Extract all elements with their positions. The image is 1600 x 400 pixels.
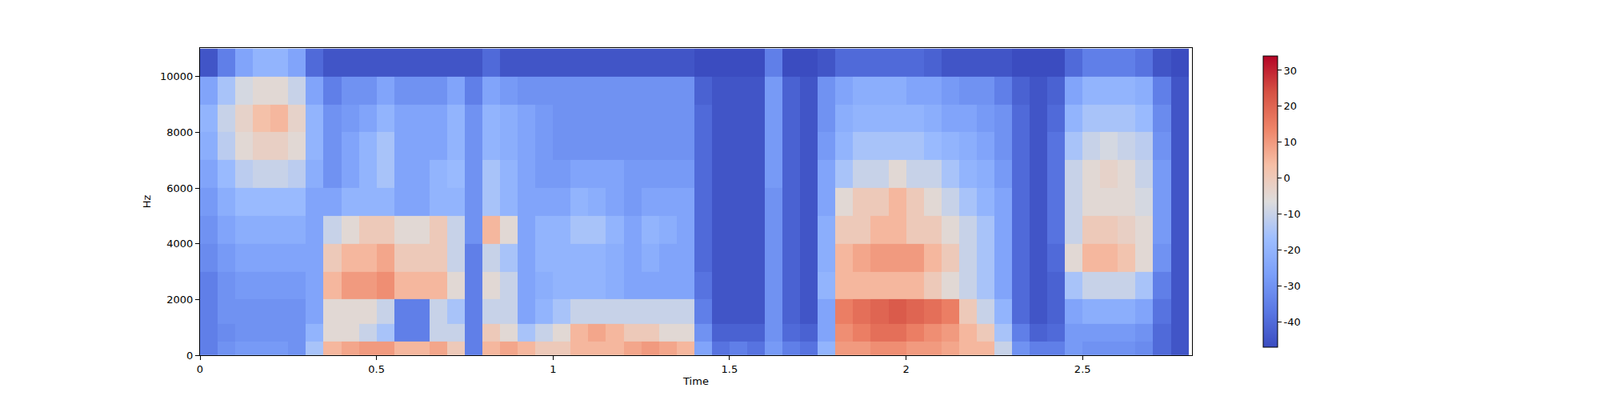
svg-text:-10: -10 — [1284, 208, 1301, 220]
svg-text:4000: 4000 — [166, 237, 193, 250]
svg-text:6000: 6000 — [166, 182, 193, 195]
svg-text:2000: 2000 — [166, 293, 193, 306]
svg-text:2: 2 — [902, 363, 909, 376]
svg-text:Hz: Hz — [140, 195, 153, 209]
svg-text:10: 10 — [1284, 136, 1298, 148]
svg-text:-40: -40 — [1284, 316, 1301, 328]
svg-text:8000: 8000 — [166, 126, 193, 139]
svg-text:0.5: 0.5 — [368, 363, 385, 376]
svg-text:Time: Time — [682, 375, 709, 388]
svg-text:2.5: 2.5 — [1074, 363, 1092, 376]
svg-text:-20: -20 — [1284, 244, 1301, 256]
svg-text:0: 0 — [186, 349, 193, 362]
svg-text:20: 20 — [1284, 100, 1298, 112]
svg-text:-30: -30 — [1284, 280, 1301, 292]
svg-text:1.5: 1.5 — [721, 363, 739, 376]
svg-text:1: 1 — [549, 363, 556, 376]
svg-text:0: 0 — [196, 363, 204, 376]
svg-text:10000: 10000 — [160, 70, 193, 83]
svg-text:30: 30 — [1284, 64, 1298, 77]
svg-text:0: 0 — [1284, 172, 1291, 184]
